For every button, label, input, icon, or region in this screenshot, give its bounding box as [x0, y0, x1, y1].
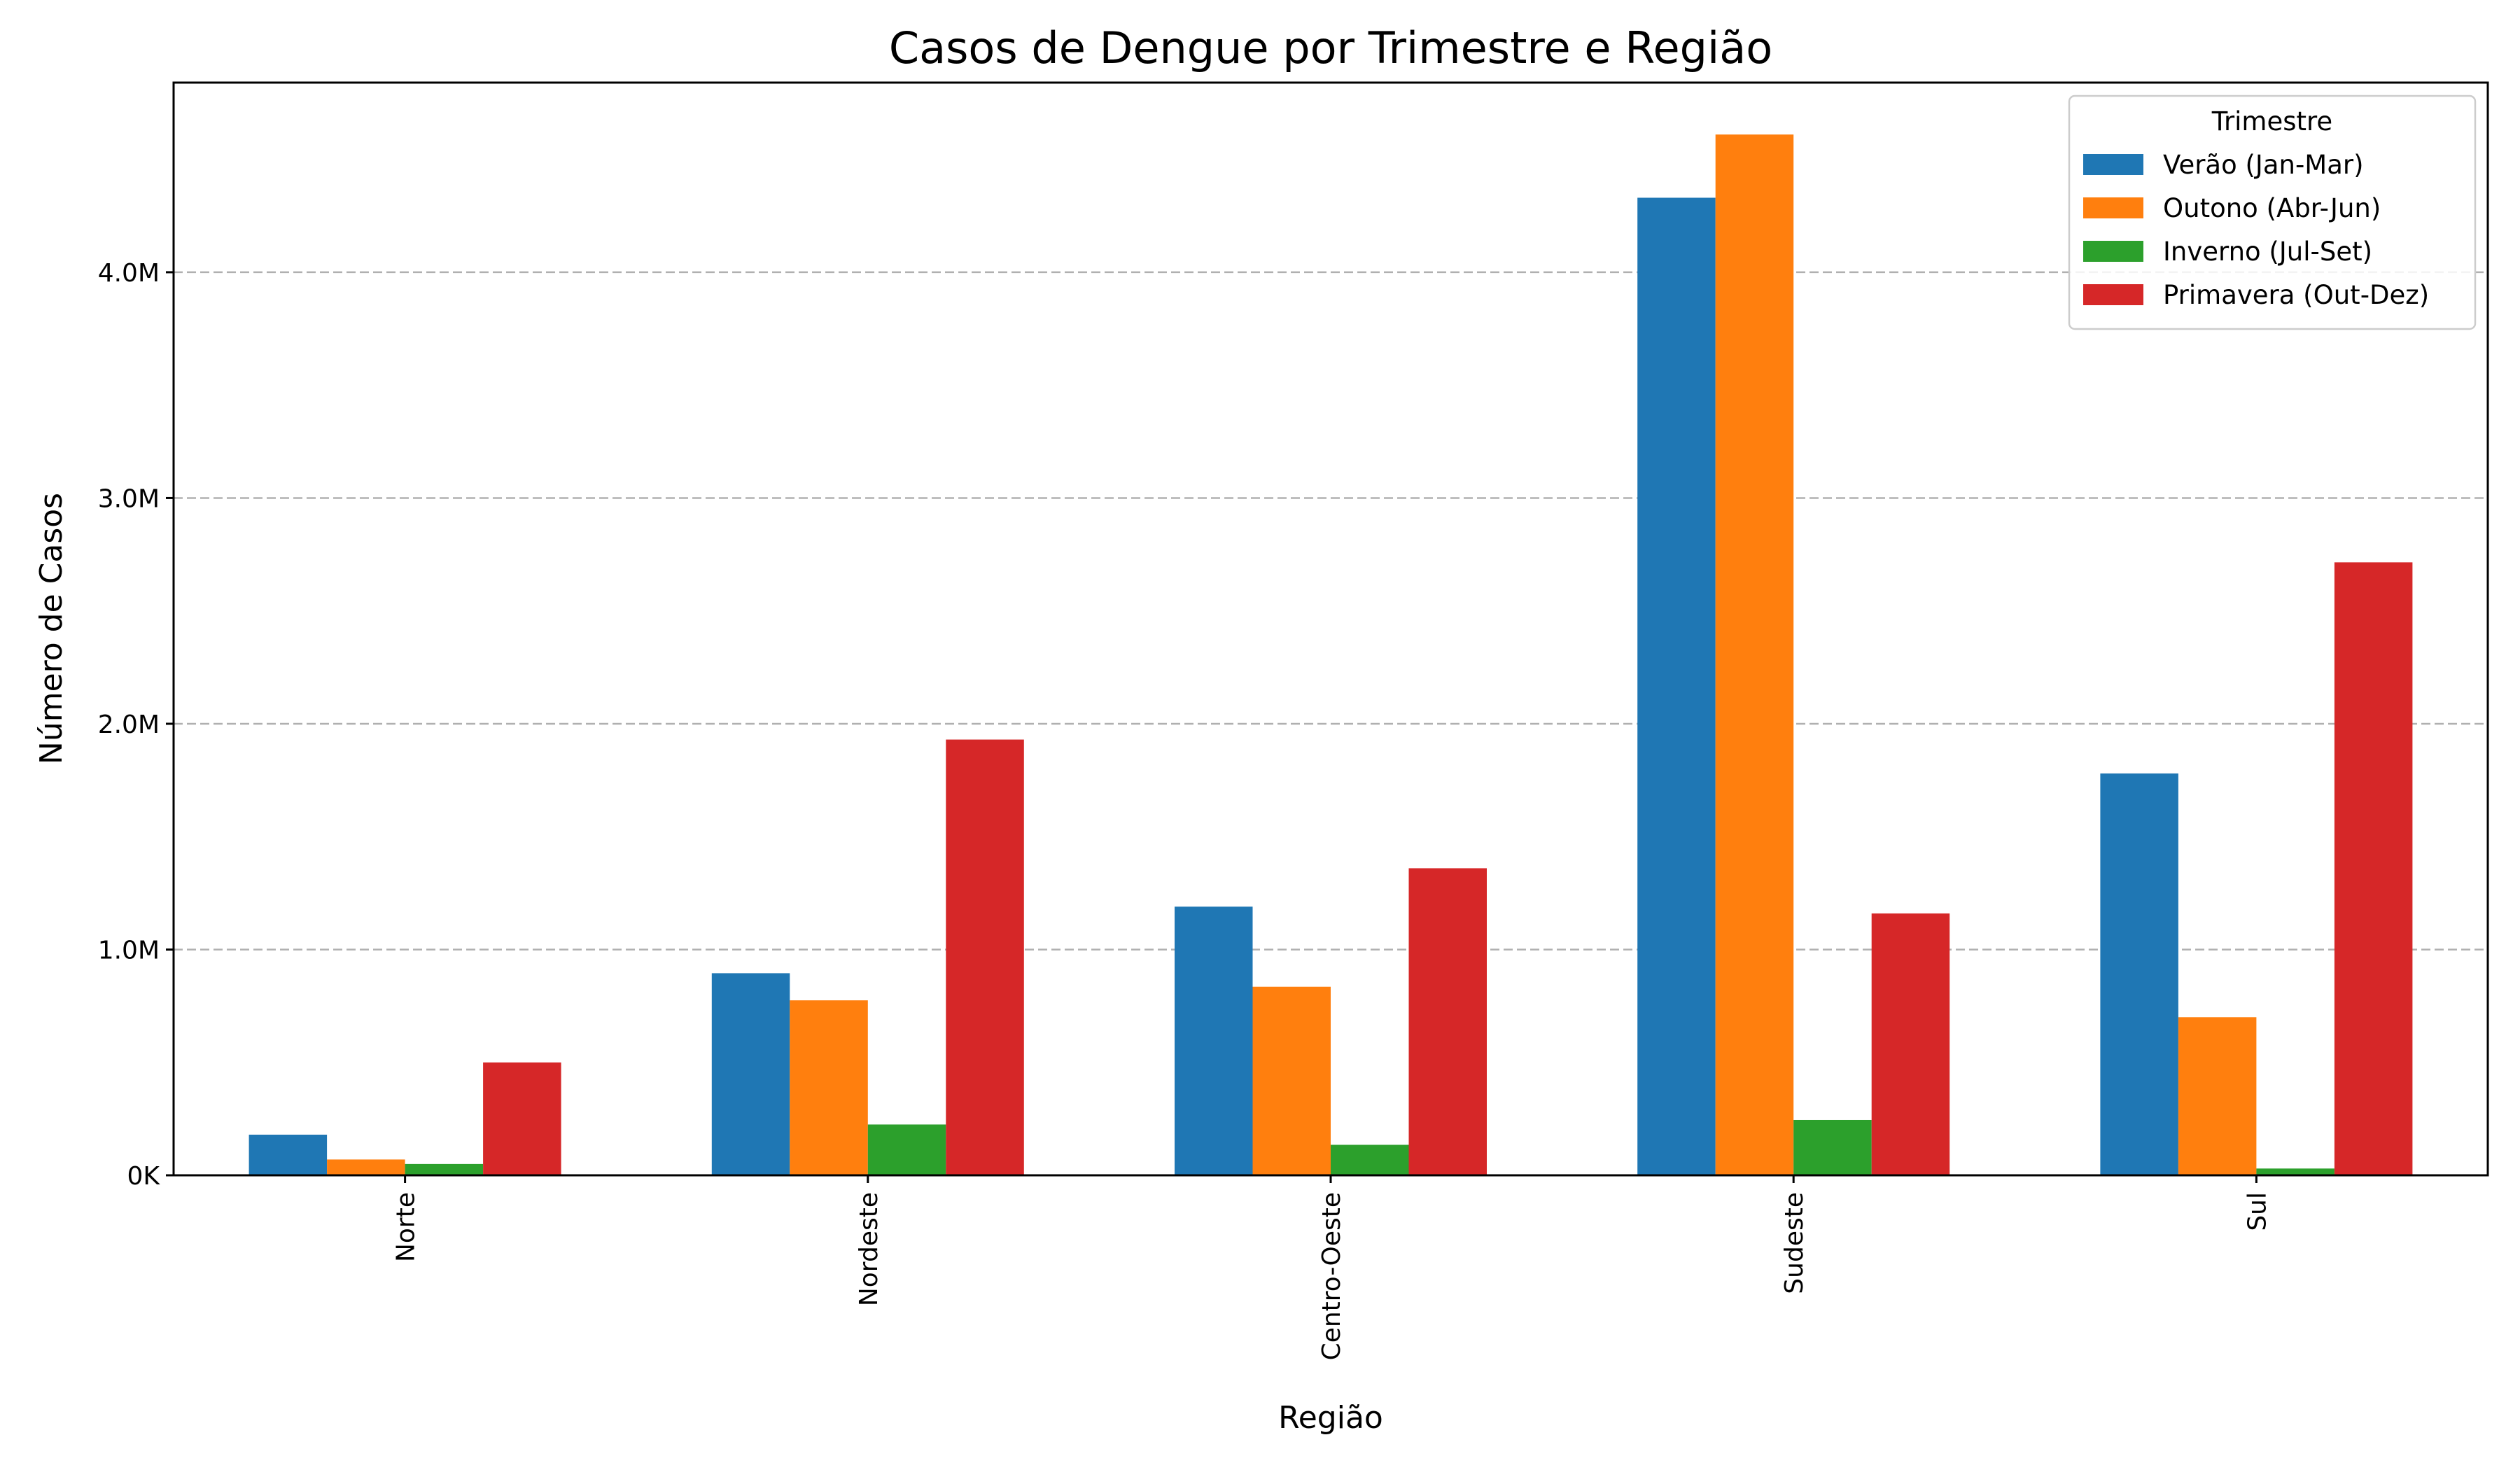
chart-title: Casos de Dengue por Trimestre e Região	[889, 22, 1772, 74]
legend-label: Verão (Jan-Mar)	[2163, 150, 2364, 180]
y-tick-label: 1.0M	[98, 936, 160, 965]
legend-box	[2068, 94, 2477, 330]
legend-title: Trimestre	[2211, 106, 2332, 136]
bar	[2256, 1168, 2334, 1175]
bar	[405, 1163, 484, 1175]
bar	[711, 973, 790, 1175]
legend: Trimestre Verão (Jan-Mar) Outono (Abr-Jun…	[2068, 94, 2477, 330]
bar	[1175, 906, 1253, 1175]
bar	[248, 1134, 328, 1175]
bar	[1793, 1119, 1872, 1175]
y-tick-label: 3.0M	[98, 484, 160, 513]
bar	[946, 739, 1024, 1175]
x-tick-label: Centro-Oeste	[1317, 1192, 1346, 1360]
bar	[327, 1159, 405, 1175]
x-tick-label: Sul	[2243, 1192, 2272, 1231]
x-axis-ticks: Norte Nordeste Centro-Oeste Sudeste Sul	[392, 1175, 2272, 1360]
x-tick-label: Sudeste	[1780, 1192, 1809, 1294]
bars	[248, 134, 2413, 1176]
y-axis-ticks: 0K 1.0M 2.0M 3.0M 4.0M	[98, 259, 174, 1191]
legend-items: Verão (Jan-Mar) Outono (Abr-Jun) Inverno (…	[2083, 150, 2429, 310]
bar	[790, 1000, 868, 1175]
legend-label: Inverno (Jul-Set)	[2163, 237, 2372, 267]
y-tick-label: 4.0M	[98, 259, 160, 288]
legend-swatch	[2083, 197, 2143, 218]
y-tick-label: 0K	[127, 1162, 160, 1191]
bar	[483, 1062, 561, 1175]
bar	[1331, 1144, 1409, 1175]
legend-label: Primavera (Out-Dez)	[2163, 280, 2429, 310]
bar	[1715, 134, 1794, 1176]
legend-swatch	[2083, 154, 2143, 175]
bar	[867, 1124, 946, 1175]
bar	[1408, 868, 1487, 1175]
y-axis-label: Número de Casos	[34, 493, 69, 764]
legend-swatch	[2083, 241, 2143, 262]
x-tick-label: Norte	[392, 1192, 421, 1262]
bar	[2100, 773, 2178, 1175]
bar	[2178, 1017, 2257, 1175]
bar	[1871, 913, 1950, 1175]
legend-swatch	[2083, 284, 2143, 305]
bar	[2334, 562, 2413, 1175]
x-tick-label: Nordeste	[855, 1192, 883, 1306]
bar	[1252, 986, 1331, 1175]
y-tick-label: 2.0M	[98, 710, 160, 739]
bar	[1637, 197, 1716, 1175]
x-axis-label: Região	[1278, 1400, 1383, 1436]
legend-label: Outono (Abr-Jun)	[2163, 193, 2381, 223]
